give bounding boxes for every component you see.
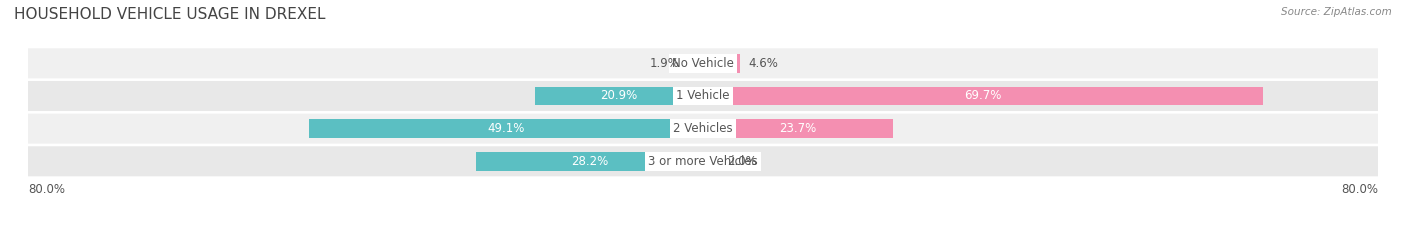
Text: 80.0%: 80.0% bbox=[1341, 183, 1378, 197]
FancyBboxPatch shape bbox=[0, 146, 1406, 176]
Text: No Vehicle: No Vehicle bbox=[672, 57, 734, 70]
FancyBboxPatch shape bbox=[0, 48, 1406, 78]
Text: 1 Vehicle: 1 Vehicle bbox=[676, 89, 730, 102]
Text: 1.9%: 1.9% bbox=[650, 57, 679, 70]
Bar bbox=[703, 54, 740, 73]
Text: 23.7%: 23.7% bbox=[779, 122, 817, 135]
Text: 49.1%: 49.1% bbox=[486, 122, 524, 135]
Bar bbox=[703, 119, 893, 138]
Bar bbox=[703, 87, 1263, 106]
Bar bbox=[477, 152, 703, 171]
Legend: Owner-occupied, Renter-occupied: Owner-occupied, Renter-occupied bbox=[567, 230, 839, 234]
Text: 28.2%: 28.2% bbox=[571, 155, 609, 168]
Bar bbox=[703, 152, 718, 171]
Bar bbox=[688, 54, 703, 73]
FancyBboxPatch shape bbox=[0, 114, 1406, 144]
Text: 2 Vehicles: 2 Vehicles bbox=[673, 122, 733, 135]
Text: HOUSEHOLD VEHICLE USAGE IN DREXEL: HOUSEHOLD VEHICLE USAGE IN DREXEL bbox=[14, 7, 326, 22]
Text: 80.0%: 80.0% bbox=[28, 183, 65, 197]
Text: 20.9%: 20.9% bbox=[600, 89, 638, 102]
Text: 4.6%: 4.6% bbox=[748, 57, 778, 70]
Text: 3 or more Vehicles: 3 or more Vehicles bbox=[648, 155, 758, 168]
Text: 69.7%: 69.7% bbox=[965, 89, 1001, 102]
Bar bbox=[308, 119, 703, 138]
Text: 2.0%: 2.0% bbox=[727, 155, 756, 168]
FancyBboxPatch shape bbox=[0, 81, 1406, 111]
Text: Source: ZipAtlas.com: Source: ZipAtlas.com bbox=[1281, 7, 1392, 17]
Bar bbox=[536, 87, 703, 106]
